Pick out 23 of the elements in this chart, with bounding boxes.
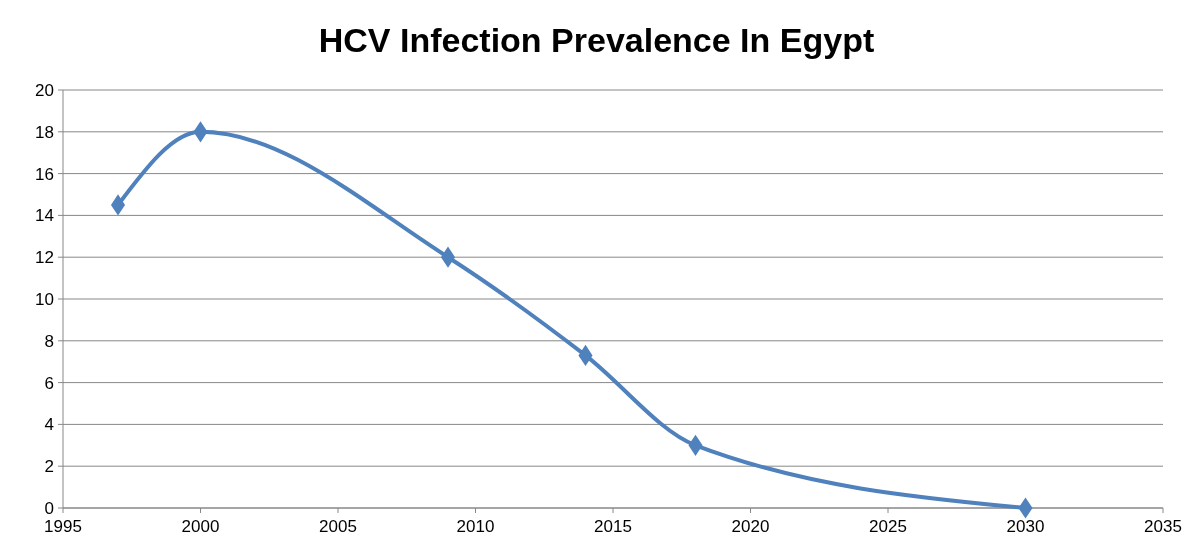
y-tick-label: 0 — [44, 498, 54, 518]
point — [440, 246, 456, 268]
chart-title: HCV Infection Prevalence In Egypt — [318, 21, 875, 59]
x-tick-label: 2010 — [456, 517, 495, 536]
y-tick-label: 16 — [35, 164, 54, 184]
x-tick-label: 2035 — [1144, 517, 1182, 536]
x-tick-label: 2005 — [319, 517, 357, 536]
y-tick-label: 4 — [44, 415, 54, 435]
y-tick-label: 18 — [35, 122, 54, 142]
x-tick-label: 1995 — [44, 517, 82, 536]
x-tick-label: 2000 — [181, 517, 220, 536]
y-tick-label: 20 — [35, 80, 54, 100]
x-tick-label: 2025 — [869, 517, 907, 536]
y-tick-label: 2 — [44, 457, 54, 477]
x-tick-label: 2015 — [594, 517, 632, 536]
y-tick-label: 10 — [35, 289, 54, 309]
y-tick-label: 14 — [35, 206, 54, 226]
x-tick-label: 2020 — [731, 517, 770, 536]
y-tick-label: 12 — [35, 248, 54, 268]
point — [110, 194, 126, 216]
y-tick-label: 6 — [44, 373, 54, 393]
y-tick-label: 8 — [44, 331, 54, 351]
x-tick-label: 2030 — [1006, 517, 1045, 536]
